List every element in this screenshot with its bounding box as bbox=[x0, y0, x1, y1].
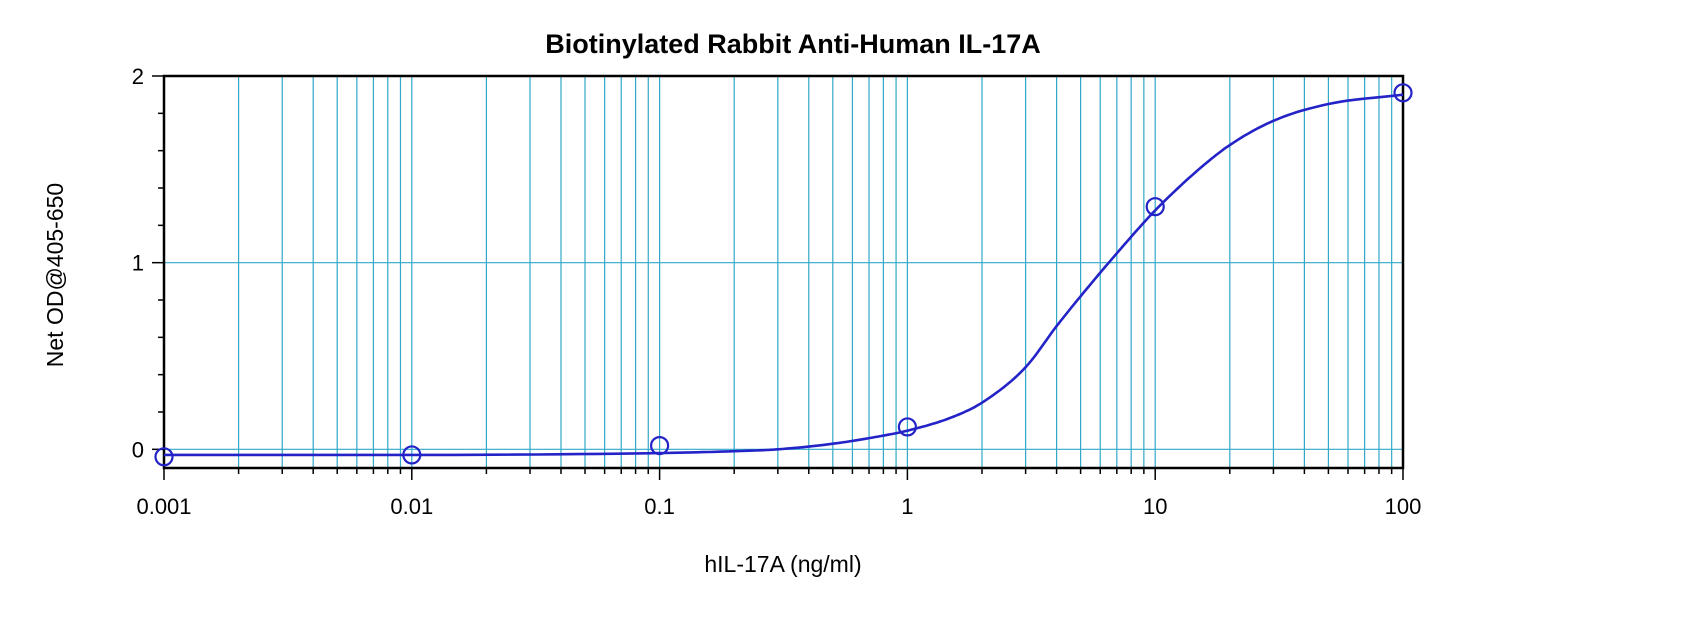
x-tick-label: 0.1 bbox=[644, 494, 675, 519]
fit-curve bbox=[164, 93, 1404, 457]
data-point bbox=[897, 417, 918, 437]
x-tick-label: 1 bbox=[901, 494, 913, 519]
data-point bbox=[402, 445, 422, 465]
y-tick-label: 0 bbox=[132, 437, 144, 462]
data-point bbox=[1393, 83, 1413, 103]
x-axis-label: hIL-17A (ng/ml) bbox=[704, 551, 861, 577]
x-tick-label: 10 bbox=[1143, 494, 1167, 519]
plot-frame bbox=[162, 74, 1405, 470]
chart-title: Biotinylated Rabbit Anti-Human IL-17A bbox=[545, 29, 1041, 59]
y-axis-label: Net OD@405-650 bbox=[42, 183, 68, 367]
axes-layer bbox=[152, 74, 1405, 480]
y-tick-label: 1 bbox=[132, 251, 144, 276]
fit-curve-layer bbox=[164, 93, 1404, 457]
x-tick-label: 100 bbox=[1385, 494, 1422, 519]
data-point bbox=[154, 447, 174, 467]
data-points-layer bbox=[154, 83, 1413, 467]
data-point bbox=[1145, 197, 1165, 217]
tick-labels-layer: 0.001 0.01 0.1 1 10 100 0 1 2 bbox=[132, 64, 1422, 519]
x-tick-label: 0.01 bbox=[390, 494, 433, 519]
data-point bbox=[649, 436, 670, 456]
grid-layer bbox=[164, 76, 1403, 468]
x-tick-label: 0.001 bbox=[136, 494, 191, 519]
y-tick-label: 2 bbox=[132, 64, 144, 89]
